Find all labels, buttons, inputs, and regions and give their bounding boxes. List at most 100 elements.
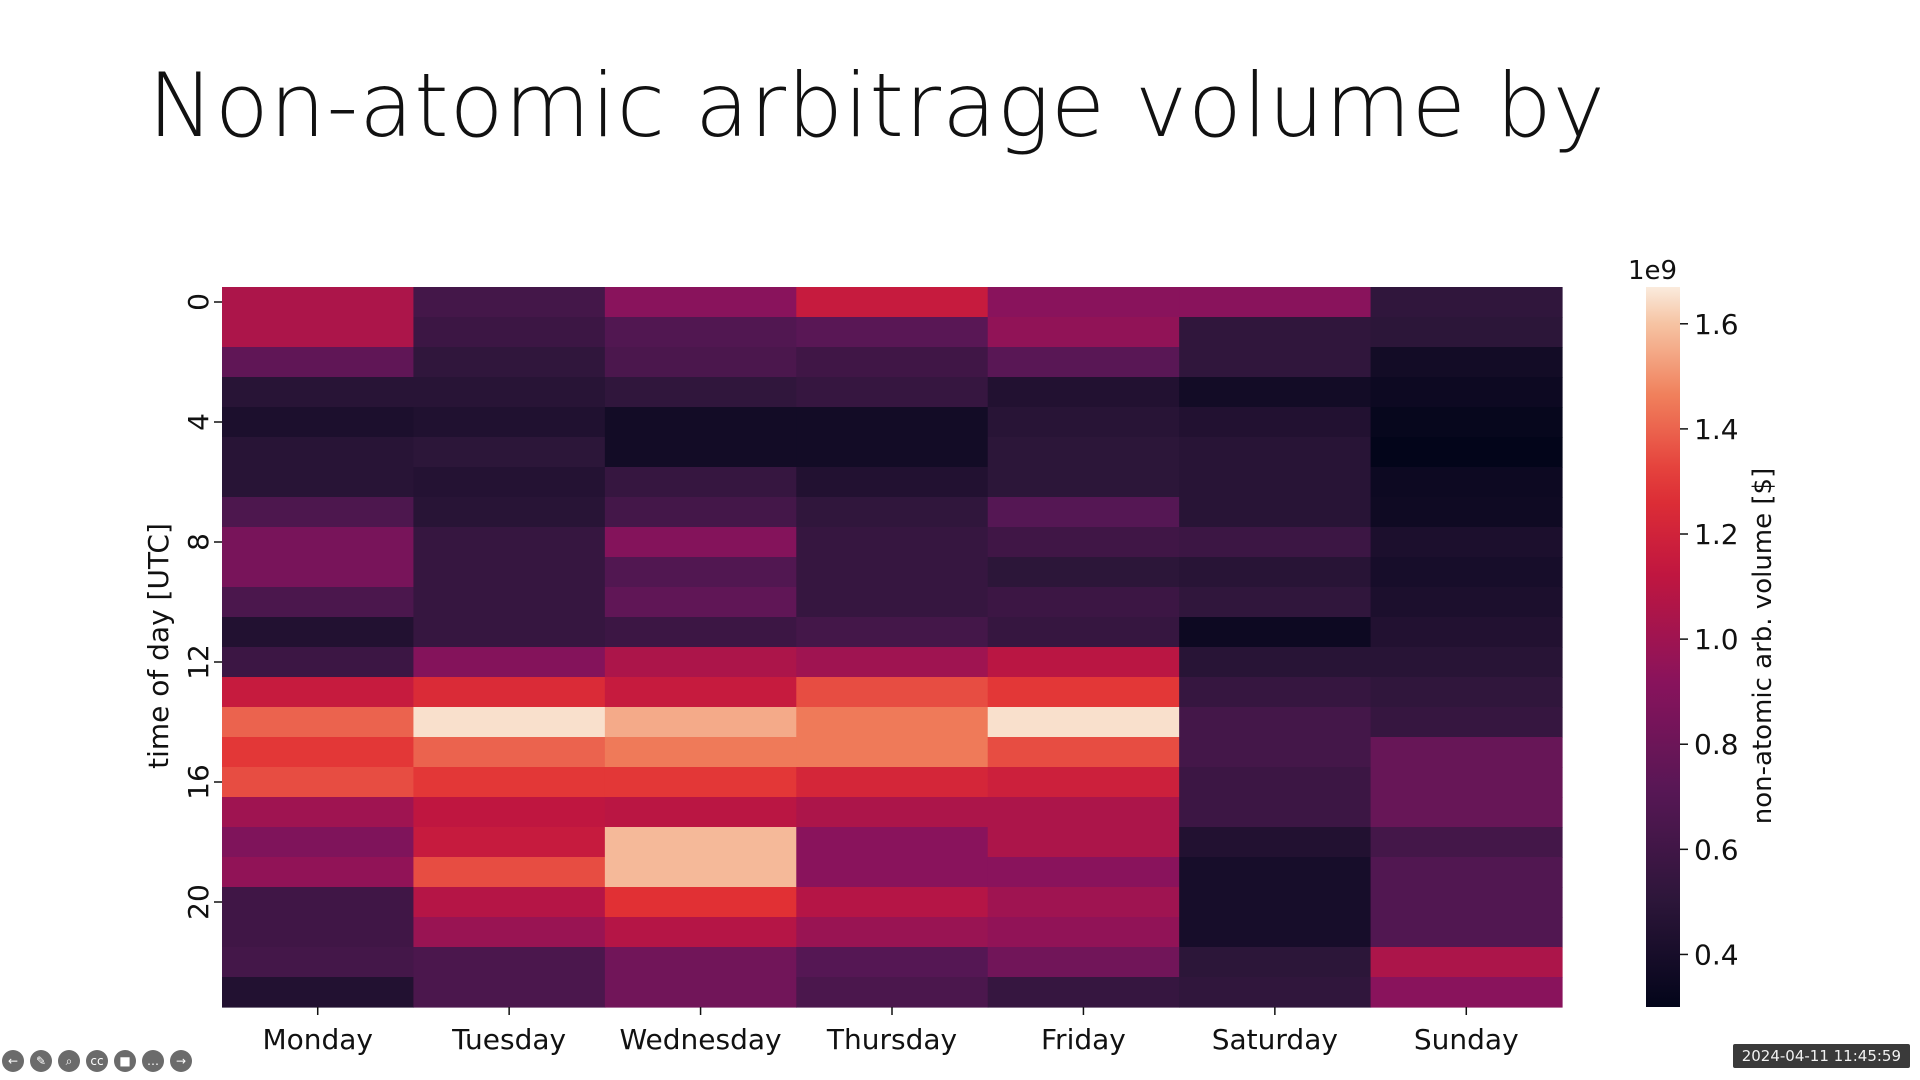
heatmap-cell: [1179, 557, 1372, 588]
forward-icon[interactable]: →: [170, 1050, 192, 1072]
heatmap-cell: [222, 617, 415, 648]
heatmap-cell: [987, 557, 1180, 588]
heatmap-cell: [1370, 617, 1563, 648]
heatmap-cell: [222, 797, 415, 828]
heatmap-cell: [987, 317, 1180, 348]
heatmap-cell: [222, 497, 415, 528]
colorbar-label: non-atomic arb. volume [$]: [1748, 468, 1778, 824]
heatmap-cells: [222, 287, 1563, 1008]
y-tick-label: 20: [182, 884, 215, 920]
more-icon[interactable]: …: [142, 1050, 164, 1072]
heatmap-cell: [222, 557, 415, 588]
heatmap-cell: [796, 797, 989, 828]
heatmap-cell: [987, 827, 1180, 858]
heatmap-cell: [604, 827, 797, 858]
heatmap-cell: [222, 407, 415, 438]
heatmap-cell: [413, 737, 606, 768]
heatmap-cell: [222, 467, 415, 498]
heatmap-cell: [1179, 767, 1372, 798]
colorbar-axis: 0.4 0.6 0.8 1.0 1.2 1.4 1.6: [1680, 308, 1739, 971]
heatmap-cell: [1370, 557, 1563, 588]
heatmap-cell: [413, 767, 606, 798]
heatmap-cell: [987, 437, 1180, 468]
heatmap-cell: [1179, 707, 1372, 738]
colorbar-tick-label: 0.8: [1694, 728, 1739, 761]
heatmap-cell: [413, 977, 606, 1008]
heatmap-cell: [413, 617, 606, 648]
captions-icon[interactable]: cc: [86, 1050, 108, 1072]
heatmap-cell: [1179, 827, 1372, 858]
heatmap-cell: [1370, 917, 1563, 948]
x-tick-label: Tuesday: [451, 1023, 566, 1056]
heatmap-cell: [796, 917, 989, 948]
heatmap-cell: [413, 467, 606, 498]
heatmap-cell: [222, 857, 415, 888]
heatmap-cell: [1370, 347, 1563, 378]
heatmap-cell: [987, 887, 1180, 918]
heatmap-cell: [604, 317, 797, 348]
heatmap-cell: [1179, 527, 1372, 558]
heatmap-cell: [604, 617, 797, 648]
heatmap-cell: [222, 827, 415, 858]
heatmap-cell: [604, 647, 797, 678]
heatmap-cell: [796, 437, 989, 468]
heatmap-cell: [413, 287, 606, 318]
zoom-icon[interactable]: ⌕: [58, 1050, 80, 1072]
heatmap-cell: [1179, 857, 1372, 888]
heatmap-cell: [1179, 437, 1372, 468]
heatmap-cell: [1179, 587, 1372, 618]
heatmap-cell: [1370, 587, 1563, 618]
heatmap-cell: [987, 797, 1180, 828]
heatmap-cell: [987, 617, 1180, 648]
heatmap-cell: [1370, 977, 1563, 1008]
heatmap-cell: [604, 767, 797, 798]
heatmap-cell: [413, 557, 606, 588]
presentation-toolbar: ← ✎ ⌕ cc ■ … →: [2, 1050, 192, 1072]
heatmap-cell: [1370, 767, 1563, 798]
heatmap-cell: [413, 317, 606, 348]
heatmap-cell: [1370, 467, 1563, 498]
heatmap-cell: [1179, 647, 1372, 678]
heatmap-cell: [987, 677, 1180, 708]
heatmap-cell: [1179, 917, 1372, 948]
video-icon[interactable]: ■: [114, 1050, 136, 1072]
heatmap-cell: [413, 407, 606, 438]
colorbar-tick-label: 0.4: [1694, 938, 1739, 971]
heatmap-cell: [1370, 407, 1563, 438]
heatmap-cell: [413, 677, 606, 708]
heatmap-cell: [604, 677, 797, 708]
heatmap-cell: [987, 287, 1180, 318]
colorbar-offset-label: 1e9: [1628, 256, 1677, 286]
heatmap-cell: [1370, 497, 1563, 528]
heatmap-cell: [796, 857, 989, 888]
heatmap-cell: [222, 377, 415, 408]
heatmap-cell: [1370, 827, 1563, 858]
heatmap-cell: [987, 527, 1180, 558]
y-tick-label: 0: [182, 293, 215, 311]
colorbar-tick-label: 1.2: [1694, 518, 1739, 551]
heatmap-cell: [413, 587, 606, 618]
heatmap-cell: [413, 857, 606, 888]
heatmap-cell: [222, 587, 415, 618]
heatmap-cell: [1370, 947, 1563, 978]
back-icon[interactable]: ←: [2, 1050, 24, 1072]
heatmap-cell: [604, 407, 797, 438]
heatmap-cell: [222, 677, 415, 708]
heatmap-cell: [796, 497, 989, 528]
heatmap-cell: [1179, 947, 1372, 978]
heatmap-cell: [413, 527, 606, 558]
colorbar-tick-label: 1.4: [1694, 413, 1739, 446]
heatmap-cell: [1370, 887, 1563, 918]
heatmap-cell: [987, 377, 1180, 408]
heatmap-cell: [1370, 797, 1563, 828]
heatmap-cell: [796, 617, 989, 648]
heatmap-cell: [1370, 737, 1563, 768]
heatmap-cell: [796, 287, 989, 318]
heatmap-cell: [796, 767, 989, 798]
pen-icon[interactable]: ✎: [30, 1050, 52, 1072]
heatmap-cell: [796, 827, 989, 858]
heatmap-cell: [413, 377, 606, 408]
heatmap-cell: [604, 287, 797, 318]
heatmap-cell: [413, 497, 606, 528]
heatmap-cell: [1370, 857, 1563, 888]
